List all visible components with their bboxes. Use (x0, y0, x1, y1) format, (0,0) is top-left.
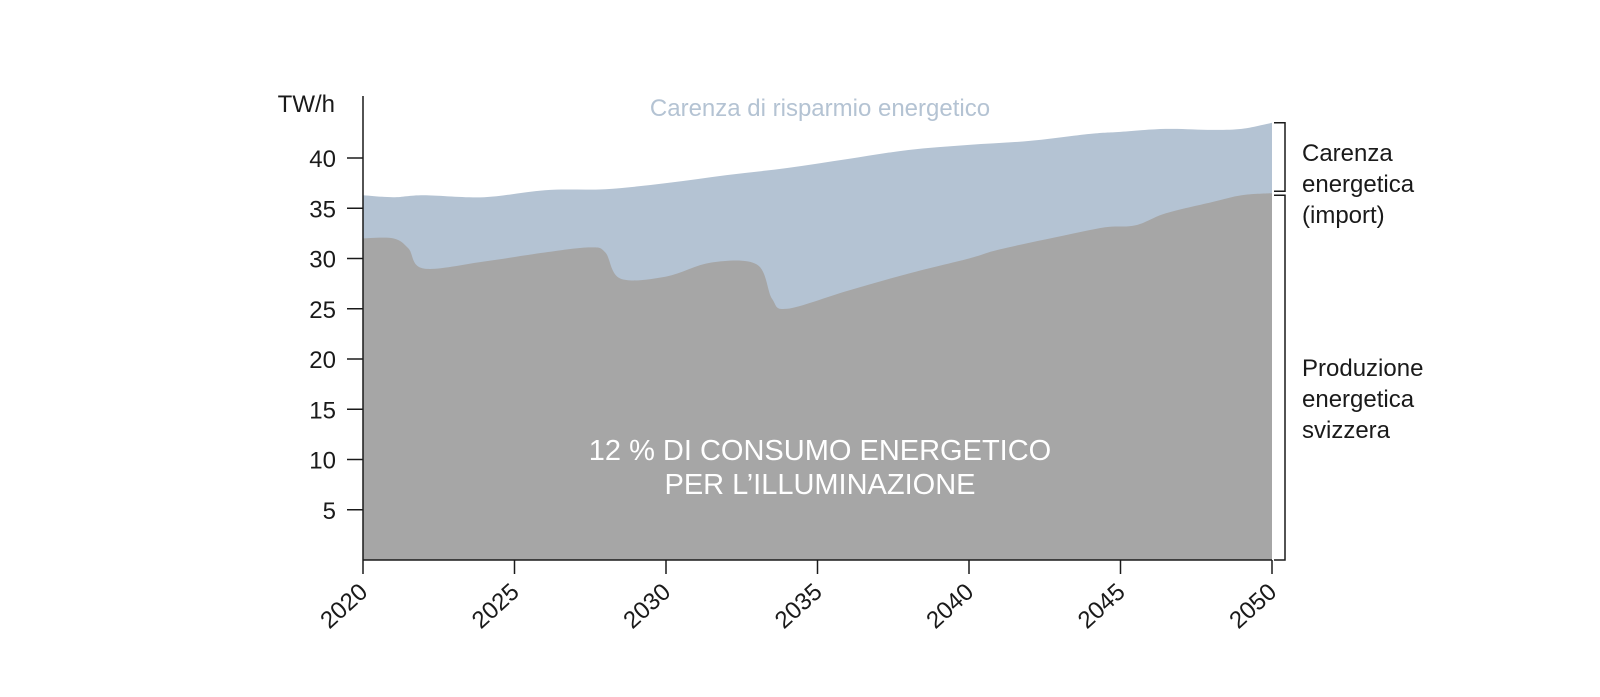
y-tick-label: 30 (309, 247, 336, 274)
shortage-bracket (1274, 122, 1286, 192)
x-tick-label: 2030 (618, 578, 676, 634)
y-tick-label: 25 (309, 297, 336, 324)
plot-areas (363, 122, 1272, 561)
x-tick-label: 2025 (467, 578, 525, 634)
production-side-label: Produzione energetica svizzera (1302, 355, 1424, 444)
production-bracket (1274, 194, 1286, 561)
y-tick-label: 5 (323, 498, 336, 525)
y-unit-label: TW/h (278, 91, 335, 118)
production-area (363, 193, 1272, 560)
x-tick-label: 2035 (770, 578, 828, 634)
x-tick-label: 2020 (315, 578, 373, 634)
y-tick-label: 10 (309, 448, 336, 475)
x-tick-label: 2050 (1224, 578, 1282, 634)
y-ticks: 5 10 15 20 25 30 35 40 (309, 146, 363, 525)
brackets (1274, 122, 1286, 561)
x-tick-label: 2040 (921, 578, 979, 634)
center-annotation-line1: 12 % DI CONSUMO ENERGETICO (589, 435, 1051, 467)
x-ticks: 2020 2025 2030 2035 2040 2045 2050 (315, 560, 1282, 634)
top-annotation: Carenza di risparmio energetico (650, 95, 990, 122)
y-tick-label: 40 (309, 146, 336, 173)
y-tick-label: 15 (309, 397, 336, 424)
shortage-side-label: Carenza energetica (import) (1302, 140, 1415, 229)
center-annotation-line2: PER L’ILLUMINAZIONE (664, 469, 975, 501)
y-tick-label: 20 (309, 347, 336, 374)
y-tick-label: 35 (309, 196, 336, 223)
x-tick-label: 2045 (1073, 578, 1131, 634)
